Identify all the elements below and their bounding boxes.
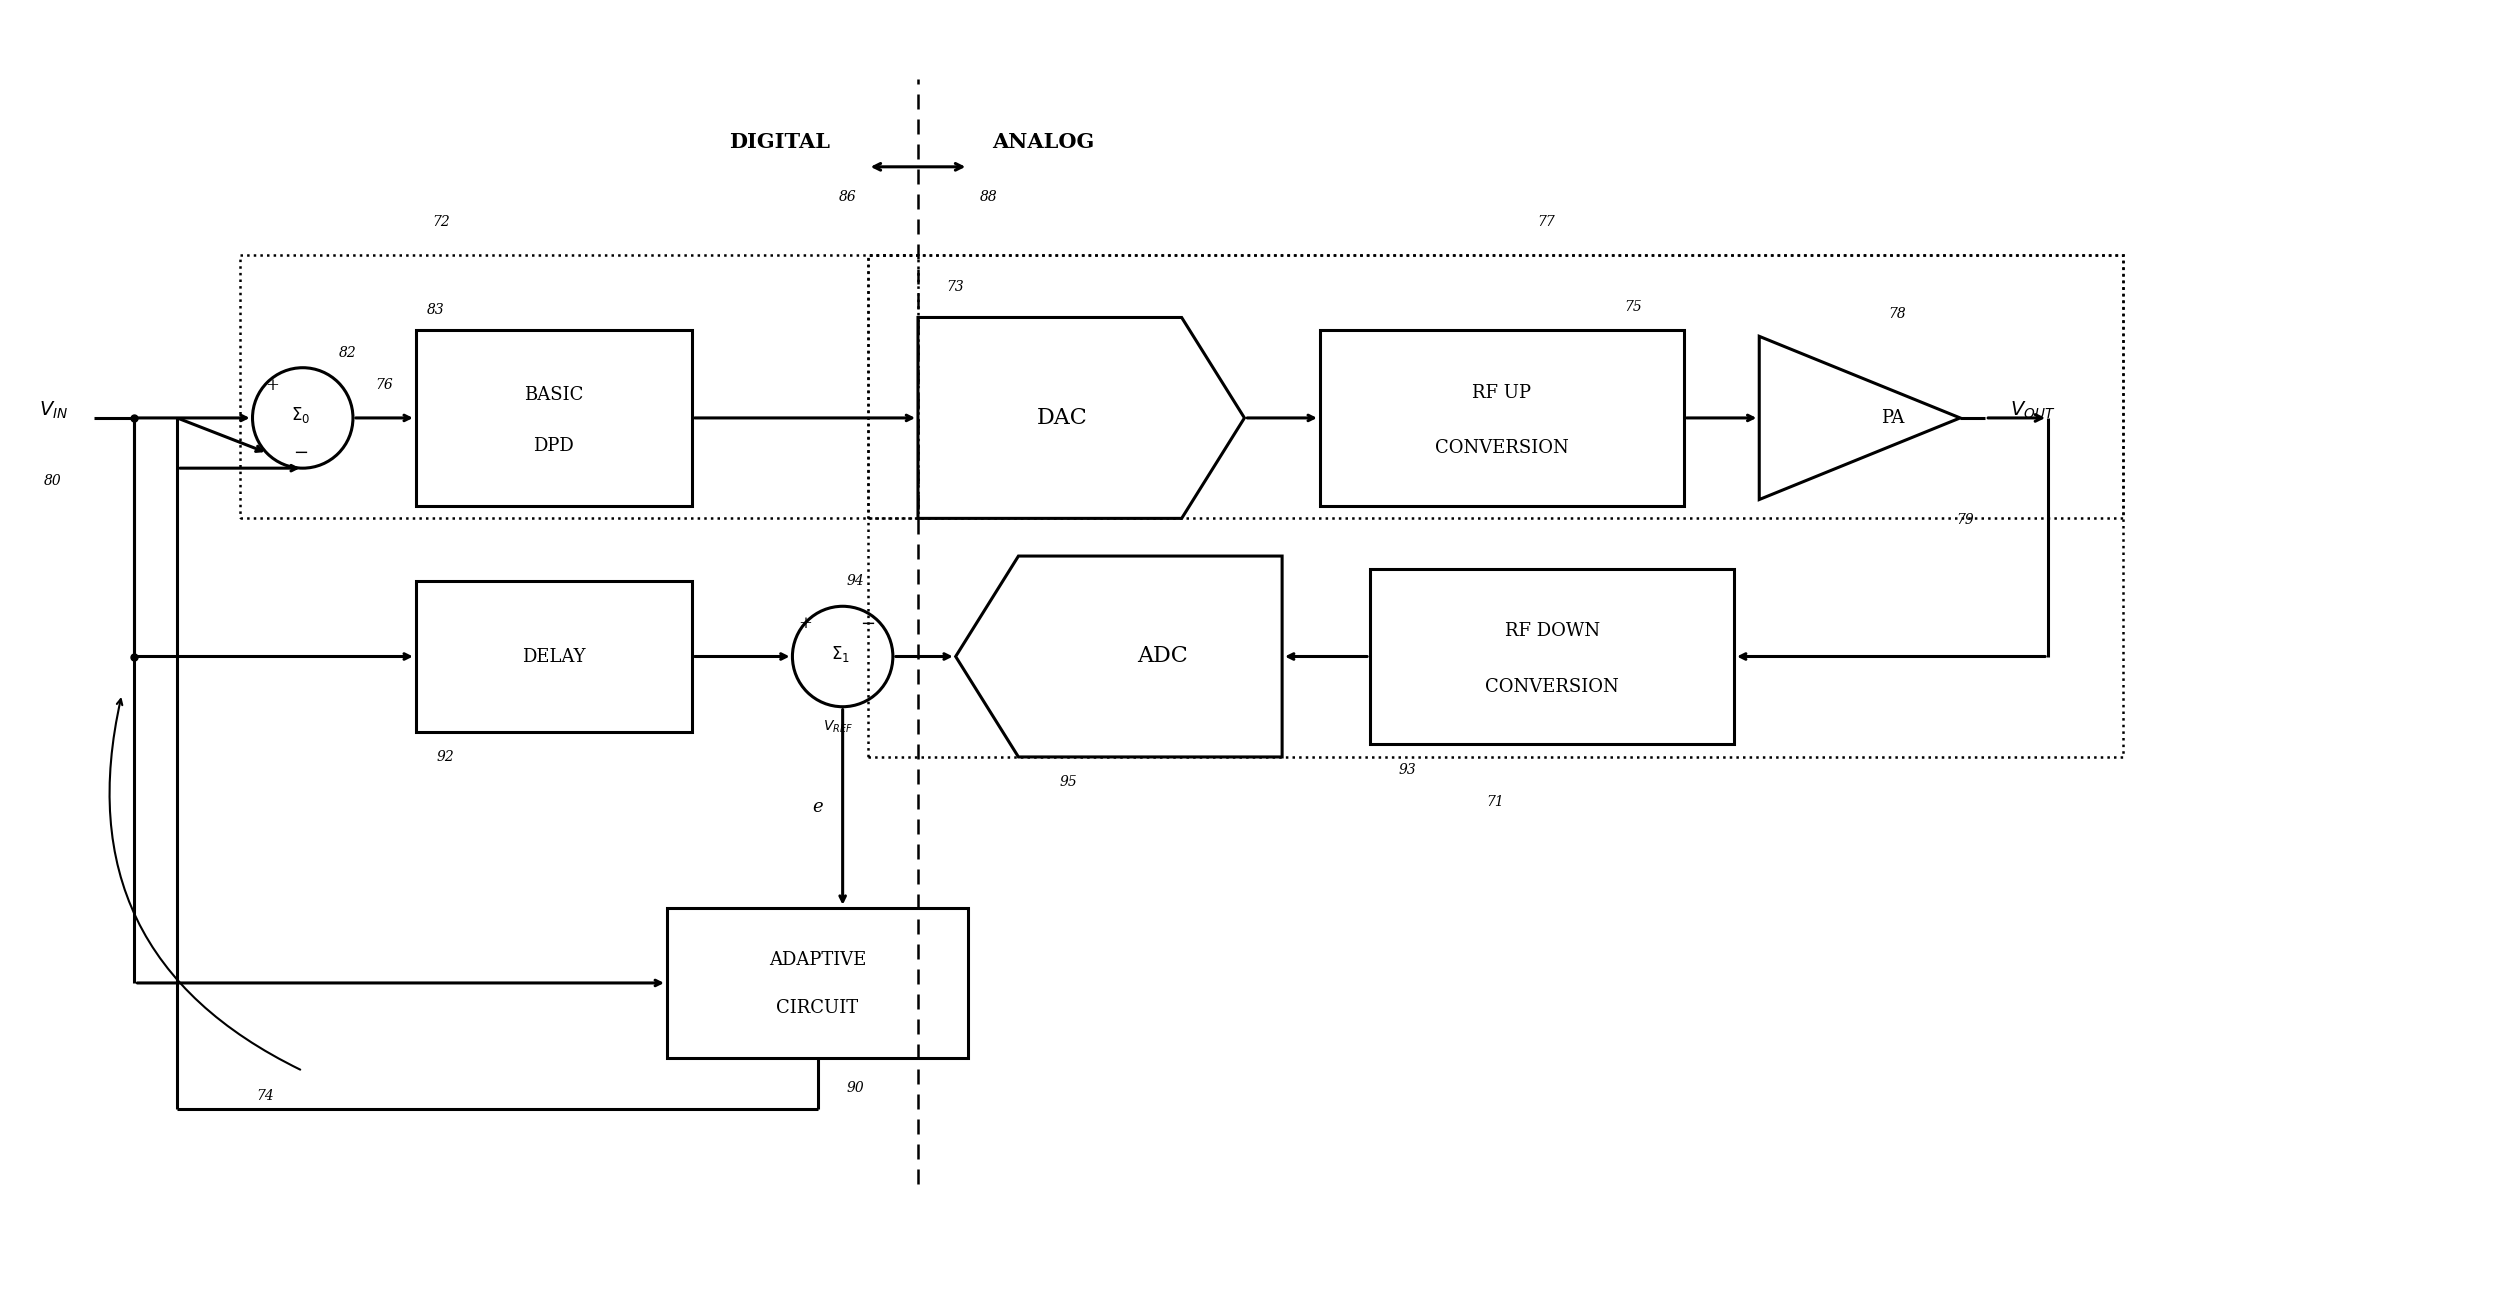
Text: +: + bbox=[266, 377, 279, 394]
Text: 92: 92 bbox=[437, 750, 455, 764]
Text: ADAPTIVE: ADAPTIVE bbox=[769, 952, 867, 969]
Text: $\Sigma_1$: $\Sigma_1$ bbox=[830, 643, 850, 664]
Bar bbox=[1370, 569, 1735, 744]
Text: 80: 80 bbox=[45, 474, 63, 487]
Text: PA: PA bbox=[1880, 408, 1906, 427]
Text: CONVERSION: CONVERSION bbox=[1435, 439, 1569, 457]
Text: 79: 79 bbox=[1956, 512, 1973, 527]
Bar bbox=[415, 582, 691, 731]
Text: $\Sigma_0$: $\Sigma_0$ bbox=[292, 406, 309, 425]
Text: 83: 83 bbox=[427, 303, 445, 316]
Text: $V_{OUT}$: $V_{OUT}$ bbox=[2011, 399, 2056, 421]
Text: 71: 71 bbox=[1486, 796, 1503, 809]
Text: DPD: DPD bbox=[533, 436, 573, 454]
Text: −: − bbox=[292, 444, 307, 462]
Bar bbox=[867, 255, 2124, 758]
Text: 78: 78 bbox=[1888, 307, 1906, 320]
Bar bbox=[239, 255, 918, 519]
Text: +: + bbox=[797, 616, 812, 633]
Text: 77: 77 bbox=[1536, 215, 1554, 228]
Text: 90: 90 bbox=[847, 1082, 865, 1095]
Text: 95: 95 bbox=[1061, 775, 1079, 789]
Bar bbox=[415, 330, 691, 506]
Text: 86: 86 bbox=[840, 190, 857, 204]
Text: CONVERSION: CONVERSION bbox=[1486, 678, 1619, 696]
Bar bbox=[1320, 330, 1684, 506]
Text: DIGITAL: DIGITAL bbox=[729, 131, 830, 152]
Text: ANALOG: ANALOG bbox=[993, 131, 1094, 152]
Text: 88: 88 bbox=[980, 190, 998, 204]
Text: 74: 74 bbox=[256, 1088, 274, 1103]
Bar bbox=[666, 907, 968, 1058]
Text: 82: 82 bbox=[339, 345, 357, 360]
Text: ADC: ADC bbox=[1136, 646, 1189, 667]
Text: DAC: DAC bbox=[1036, 407, 1089, 429]
Text: $V_{IN}$: $V_{IN}$ bbox=[40, 399, 68, 421]
Text: RF UP: RF UP bbox=[1473, 383, 1531, 402]
Text: RF DOWN: RF DOWN bbox=[1503, 622, 1599, 641]
Text: 73: 73 bbox=[948, 281, 965, 294]
Text: 93: 93 bbox=[1398, 763, 1415, 776]
Text: 75: 75 bbox=[1624, 301, 1642, 314]
Text: e: e bbox=[812, 798, 822, 817]
Text: CIRCUIT: CIRCUIT bbox=[777, 999, 860, 1018]
Text: BASIC: BASIC bbox=[525, 386, 583, 404]
Text: −: − bbox=[860, 614, 875, 633]
Text: 76: 76 bbox=[375, 378, 392, 393]
Bar bbox=[867, 255, 2124, 519]
Text: 94: 94 bbox=[847, 574, 865, 588]
Text: 72: 72 bbox=[432, 215, 450, 228]
Text: $V_{REF}$: $V_{REF}$ bbox=[822, 718, 852, 735]
Text: DELAY: DELAY bbox=[523, 647, 586, 666]
